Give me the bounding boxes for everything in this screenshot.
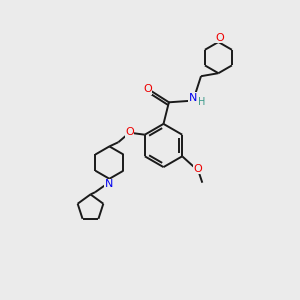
Text: N: N — [105, 179, 113, 189]
Text: O: O — [125, 127, 134, 137]
Text: O: O — [215, 33, 224, 43]
Text: N: N — [189, 93, 197, 103]
Text: O: O — [194, 164, 202, 174]
Text: O: O — [143, 84, 152, 94]
Text: H: H — [198, 97, 206, 107]
